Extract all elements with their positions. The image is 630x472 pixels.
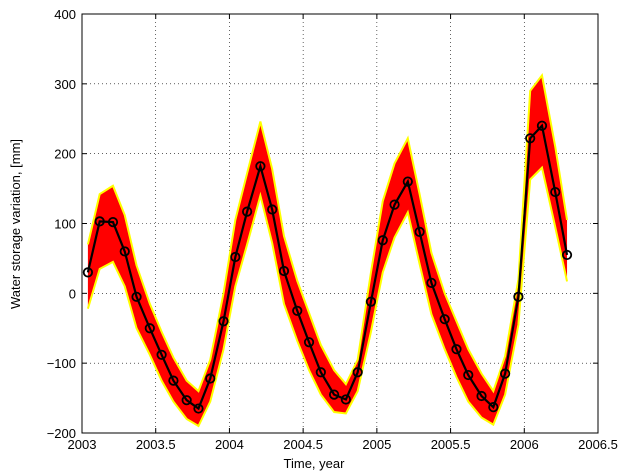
- envelope-band: [87, 75, 568, 427]
- data-point: [193, 403, 204, 414]
- upper-bound-line: [86, 73, 569, 394]
- data-point: [242, 206, 253, 217]
- data-point: [303, 337, 315, 348]
- data-point: [205, 373, 216, 384]
- data-point: [315, 367, 326, 378]
- data-point: [131, 291, 142, 302]
- data-point: [352, 367, 363, 378]
- x-tick-label: 2003.5: [136, 437, 176, 452]
- data-point: [476, 390, 487, 402]
- data-point: [156, 349, 167, 360]
- x-tick-label: 2005.5: [431, 437, 471, 452]
- data-point: [181, 395, 192, 406]
- data-point: [536, 120, 548, 131]
- x-tick-label: 2003: [68, 437, 97, 452]
- data-point: [144, 323, 155, 334]
- data-series: [82, 120, 573, 414]
- x-tick-label: 2006: [510, 437, 539, 452]
- x-tick-label: 2005: [362, 437, 391, 452]
- data-point: [513, 291, 524, 302]
- data-point: [168, 375, 179, 386]
- y-axis-ticks: −200 −100 0 100 200 300 400: [47, 7, 598, 441]
- data-point: [82, 267, 94, 278]
- data-point: [255, 161, 266, 172]
- data-point: [218, 316, 229, 327]
- data-point: [525, 133, 536, 144]
- data-point: [561, 249, 573, 261]
- data-point: [328, 389, 340, 400]
- x-tick-label: 2004.5: [283, 437, 323, 452]
- data-point: [365, 296, 377, 307]
- uncertainty-envelope: [86, 73, 569, 428]
- x-axis-label: Time, year: [284, 456, 346, 471]
- data-point: [550, 186, 561, 198]
- y-tick-label: 400: [54, 7, 76, 22]
- x-tick-label: 2004: [215, 437, 244, 452]
- data-point: [451, 344, 462, 355]
- y-tick-label: 100: [54, 217, 76, 232]
- x-axis-ticks: 2003 2003.5 2004 2004.5 2005 2005.5 2006 2006.5: [68, 14, 618, 452]
- data-point: [94, 216, 105, 227]
- data-point: [230, 251, 241, 263]
- data-point: [463, 369, 474, 381]
- data-point: [107, 217, 119, 228]
- mean-line: [86, 123, 569, 411]
- data-point: [292, 305, 303, 316]
- data-point: [414, 226, 425, 237]
- y-tick-label: −200: [47, 426, 76, 441]
- lower-bound-line: [86, 165, 569, 428]
- data-point: [377, 235, 388, 246]
- data-point: [500, 368, 511, 379]
- y-tick-label: −100: [47, 356, 76, 371]
- x-tick-label: 2006.5: [578, 437, 618, 452]
- y-axis-label: Water storage variation, [mm]: [8, 139, 23, 309]
- data-point: [488, 402, 499, 413]
- data-point: [439, 314, 450, 325]
- data-point: [340, 394, 351, 405]
- y-tick-label: 200: [54, 147, 76, 162]
- y-tick-label: 300: [54, 77, 76, 92]
- data-point: [267, 204, 278, 215]
- y-tick-label: 0: [69, 286, 76, 301]
- data-point: [278, 265, 290, 277]
- data-point: [389, 199, 400, 210]
- data-point: [119, 246, 130, 257]
- data-point: [426, 277, 437, 288]
- data-point: [402, 176, 413, 187]
